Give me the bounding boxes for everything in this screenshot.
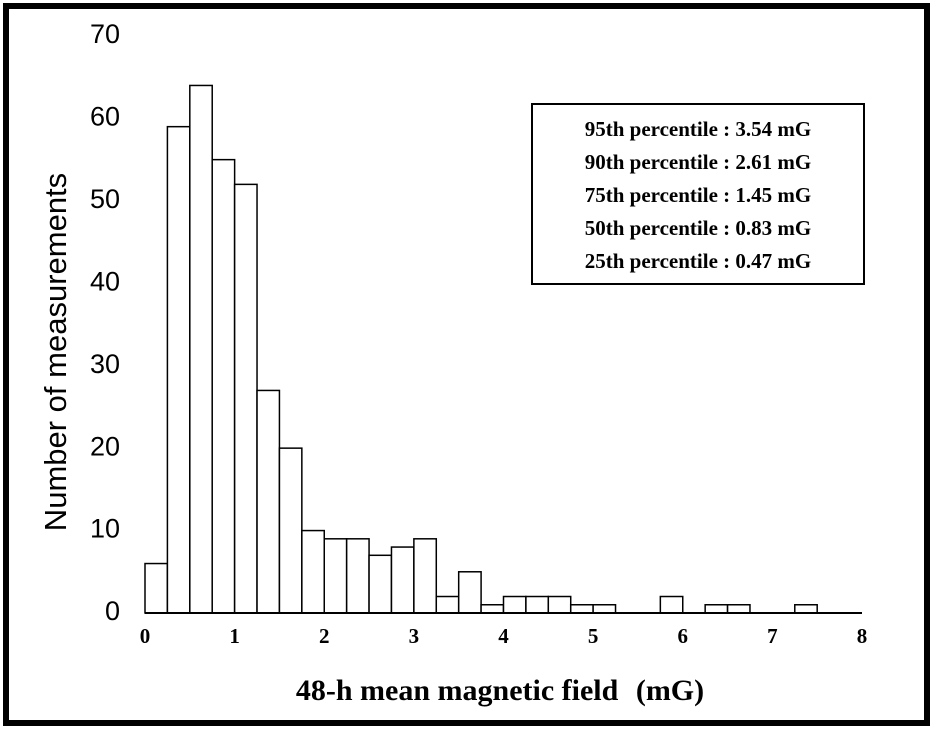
histogram-bar — [323, 538, 348, 614]
histogram-bar — [278, 447, 303, 614]
figure-border — [3, 3, 930, 726]
histogram-bar — [166, 125, 191, 614]
x-tick-label: 4 — [498, 624, 509, 648]
histogram-bar — [189, 84, 213, 614]
histogram-bar — [457, 571, 482, 614]
x-tick-label: 7 — [767, 624, 778, 648]
histogram-bar — [569, 604, 594, 614]
histogram-bar — [368, 554, 393, 614]
y-tick-label: 70 — [90, 19, 120, 49]
histogram-bar — [144, 562, 169, 614]
y-tick-label: 0 — [105, 596, 120, 626]
x-tick-label: 0 — [140, 624, 151, 648]
x-tick-label: 1 — [229, 624, 240, 648]
histogram-bar — [301, 529, 325, 614]
x-axis-label: 48-h mean magnetic field (mG) — [296, 674, 704, 707]
histogram-bar — [726, 604, 751, 614]
histogram-bar — [413, 538, 438, 614]
histogram-bar — [211, 158, 236, 614]
histogram-bar — [435, 595, 460, 614]
histogram-bar — [704, 604, 729, 614]
histogram-bars — [144, 84, 818, 614]
legend-entry: 75th percentile : 1.45 mG — [585, 183, 812, 207]
legend-entry: 25th percentile : 0.47 mG — [585, 249, 812, 273]
legend-entry: 90th percentile : 2.61 mG — [585, 150, 812, 174]
histogram-bar — [502, 595, 527, 614]
x-axis-ticks: 0 1 2 3 4 5 6 7 8 — [140, 624, 868, 648]
legend-box — [531, 103, 865, 285]
histogram-bar — [390, 546, 415, 614]
y-tick-label: 30 — [90, 349, 120, 379]
x-tick-label: 3 — [409, 624, 420, 648]
histogram-bar — [480, 604, 505, 614]
y-tick-label: 50 — [90, 184, 120, 214]
histogram-bar — [233, 183, 258, 614]
x-tick-label: 5 — [588, 624, 599, 648]
x-axis-label-text: 48-h mean magnetic field — [296, 674, 619, 707]
y-tick-label: 10 — [90, 514, 120, 544]
x-tick-label: 8 — [857, 624, 868, 648]
histogram-bar — [345, 538, 370, 614]
legend-entry: 95th percentile : 3.54 mG — [585, 117, 812, 141]
x-tick-label: 2 — [319, 624, 330, 648]
x-axis-label-unit: (mG) — [636, 674, 704, 707]
histogram-bar — [794, 604, 818, 614]
histogram-bar — [659, 595, 684, 614]
histogram-bar — [592, 604, 617, 614]
legend-entries: 95th percentile : 3.54 mG 90th percentile… — [585, 117, 812, 273]
y-tick-label: 40 — [90, 266, 120, 296]
y-axis-ticks: 0 10 20 30 40 50 60 70 — [90, 19, 120, 626]
histogram-bar — [525, 595, 550, 614]
y-tick-label: 60 — [90, 102, 120, 132]
y-axis-label: Number of measurements — [38, 173, 73, 531]
histogram-bar — [547, 595, 572, 614]
histogram-bar — [256, 389, 281, 614]
legend-entry: 50th percentile : 0.83 mG — [585, 216, 812, 240]
legend: 95th percentile : 3.54 mG 90th percentile… — [531, 103, 865, 285]
y-tick-label: 20 — [90, 431, 120, 461]
x-tick-label: 6 — [678, 624, 689, 648]
